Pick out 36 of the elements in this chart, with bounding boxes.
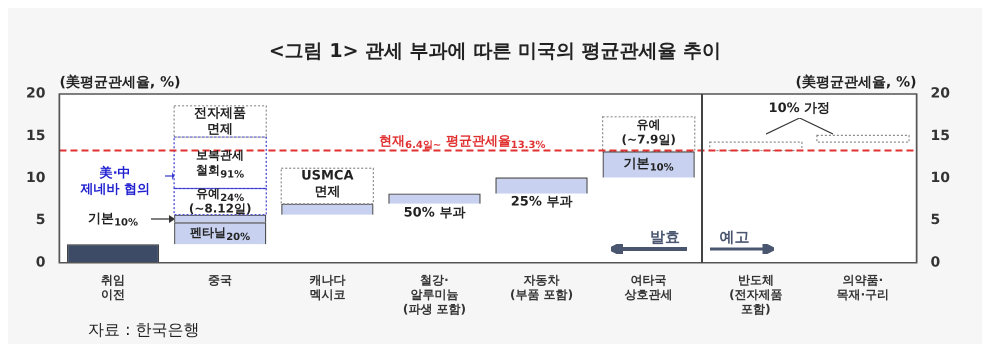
bar	[816, 134, 910, 143]
y2-axis-title: (美평균관세율, %)	[796, 74, 917, 91]
y2-tick-label: 20	[930, 86, 950, 102]
annotation: 전자제품 면제	[194, 106, 246, 138]
y2-tick-label: 15	[930, 128, 950, 144]
bar	[709, 142, 802, 152]
x-tick-label: 자동차 (부품 포함)	[510, 273, 574, 302]
bar	[174, 105, 267, 138]
bar	[602, 116, 696, 152]
y-axis-title: (美평균관세율, %)	[59, 74, 181, 91]
y-tick-label: 20	[26, 86, 46, 102]
annotation: 25% 부과	[510, 194, 572, 210]
y-tick-label: 5	[36, 212, 46, 228]
y-tick-label: 0	[36, 254, 46, 270]
annotation: 예고	[719, 228, 750, 246]
y-tick-label: 15	[26, 128, 46, 144]
annotation: 유예 (~7.9일)	[622, 117, 676, 146]
x-tick-label: 취임 이전	[101, 273, 126, 302]
y2-tick-label: 0	[930, 254, 941, 270]
annotation: USMCA 면제	[301, 168, 354, 200]
x-tick-label: 캐나다 멕시코	[308, 273, 346, 302]
x-tick-label: 중국	[208, 273, 232, 288]
x-tick-label: 철강· 알루미늄 (파생 포함)	[402, 273, 466, 316]
y2-tick-label: 10	[930, 170, 950, 186]
x-tick-label: 여타국 상호관세	[624, 273, 673, 302]
x-tick-label: 반도체 (전자제품 포함)	[729, 273, 783, 316]
annotation: 10% 가정	[768, 100, 832, 118]
y-tick-label: 10	[26, 170, 46, 186]
y2-tick-label: 5	[930, 212, 940, 228]
x-tick-label: 의약품· 목재·구리	[836, 273, 890, 302]
annotation: 美·中 제네바 협의	[79, 165, 150, 198]
annotation: 발효	[650, 228, 680, 246]
bar	[280, 168, 374, 204]
text: 자료 : 한국은행	[88, 320, 200, 341]
chart-title: <그림 1> 관세 부과에 따른 미국의 평균관세율 추이	[268, 39, 722, 64]
annotation: 50% 부과	[404, 205, 466, 220]
